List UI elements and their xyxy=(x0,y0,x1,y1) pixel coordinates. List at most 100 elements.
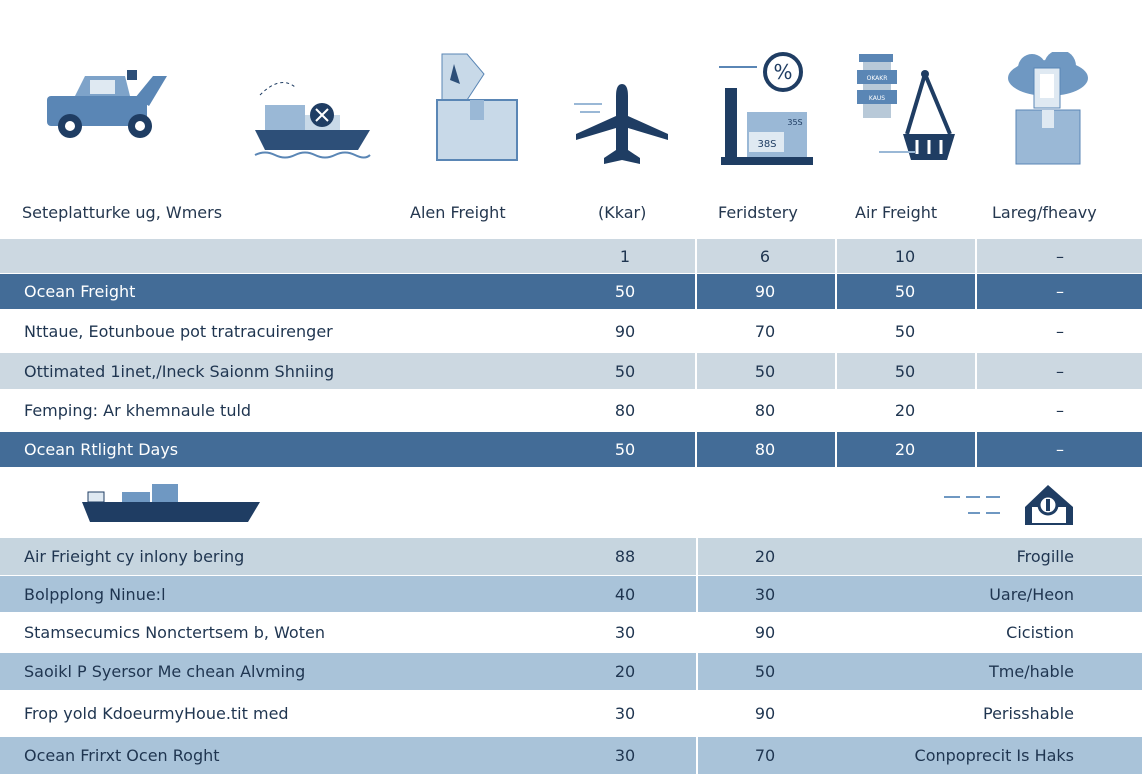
table-row: Ocean Freight 50 90 50 – xyxy=(0,274,1142,309)
row-value: 70 xyxy=(754,746,776,765)
table-row: Nttaue, Eotunboue pot tratracuirenger 90 7… xyxy=(0,310,1142,352)
row-note: Perisshable xyxy=(982,704,1074,723)
airplane-icon xyxy=(574,84,668,164)
column-divider xyxy=(975,353,977,389)
row-value: 6 xyxy=(759,246,771,266)
row-label: Saoikl P Syersor Me chean Alvming xyxy=(24,662,306,681)
row-value: 88 xyxy=(614,547,636,566)
svg-text:%: % xyxy=(773,60,792,84)
row-value: 90 xyxy=(754,282,776,301)
row-note: Uare/Heon xyxy=(989,584,1074,604)
column-divider xyxy=(835,432,837,467)
row-note: Frogille xyxy=(1016,547,1074,566)
row-value: 80 xyxy=(614,401,636,420)
row-value: 90 xyxy=(754,704,776,723)
row-value: 50 xyxy=(894,321,916,341)
column-divider xyxy=(975,390,977,431)
row-label: Frop yold KdoeurmyHoue.tit med xyxy=(24,704,289,723)
row-label: Bolpplong Ninue:l xyxy=(24,584,166,604)
row-value: 30 xyxy=(614,623,636,642)
row-value: 30 xyxy=(614,704,636,723)
header-label: Seteplatturke ug, Wmers xyxy=(22,203,223,222)
header-alen-freight: Alen Freight xyxy=(410,203,506,222)
row-value: 20 xyxy=(754,547,776,566)
column-divider xyxy=(695,310,697,352)
crane-basket-icon: OKAKR KAUS xyxy=(857,54,955,160)
row-value: 1 xyxy=(619,246,631,266)
cargo-ship-icon xyxy=(254,82,371,159)
column-divider xyxy=(696,691,698,736)
cloud-box-icon xyxy=(1008,52,1088,165)
row-value: – xyxy=(1056,321,1064,341)
row-value: 50 xyxy=(614,361,636,381)
header-feridstery: Feridstery xyxy=(718,203,798,222)
row-label: Air Frieight cy inlony bering xyxy=(24,547,245,566)
column-divider xyxy=(975,432,977,467)
row-value: 20 xyxy=(614,662,636,681)
header-unit: (Kkar) xyxy=(598,203,647,222)
row-label: Ocean Rtlight Days xyxy=(24,440,179,459)
table-row: Ocean Frirxt Ocen Roght 30 70 Conpoprecit I… xyxy=(0,737,1142,774)
row-label: Stamsecumics Nonctertsem b, Woten xyxy=(24,623,325,642)
column-divider xyxy=(695,353,697,389)
row-value: 10 xyxy=(894,246,916,266)
column-divider xyxy=(975,239,977,273)
row-value: 50 xyxy=(754,361,776,381)
row-value: 50 xyxy=(894,361,916,381)
table-row: Bolpplong Ninue:l 40 30 Uare/Heon xyxy=(0,576,1142,612)
column-divider xyxy=(835,239,837,273)
row-value: 50 xyxy=(614,282,636,301)
scale-label: 38S xyxy=(757,139,776,150)
scale-label: 35S xyxy=(787,118,802,127)
row-value: 30 xyxy=(754,584,776,604)
column-divider xyxy=(975,310,977,352)
row-value: 50 xyxy=(614,440,636,459)
column-divider xyxy=(835,274,837,309)
row-label: Ottimated 1inet,/Ineck Saionm Shniing xyxy=(24,361,335,381)
table-row: Saoikl P Syersor Me chean Alvming 20 50 Tme… xyxy=(0,653,1142,690)
column-divider xyxy=(696,576,698,612)
row-value: – xyxy=(1056,361,1064,381)
column-divider xyxy=(835,310,837,352)
svg-text:OKAKR: OKAKR xyxy=(867,75,888,82)
row-value: 90 xyxy=(614,321,636,341)
svg-text:KAUS: KAUS xyxy=(869,95,885,102)
column-divider xyxy=(696,653,698,690)
column-divider xyxy=(835,353,837,389)
table-row: Stamsecumics Nonctertsem b, Woten 30 90 Cic… xyxy=(0,613,1142,652)
table-row: Air Frieight cy inlony bering 88 20 Frogill… xyxy=(0,538,1142,575)
row-value: 80 xyxy=(754,440,776,459)
header-large-heavy: Lareg/fheavy xyxy=(992,203,1097,222)
row-value: 50 xyxy=(894,282,916,301)
row-value: – xyxy=(1056,401,1064,420)
row-value: 70 xyxy=(754,321,776,341)
column-divider xyxy=(975,274,977,309)
row-value: 20 xyxy=(894,440,916,459)
scale-percent-icon: % 38S 35S xyxy=(719,52,813,165)
column-divider xyxy=(695,432,697,467)
table-row: Ottimated 1inet,/Ineck Saionm Shniing 50 5… xyxy=(0,353,1142,389)
column-divider xyxy=(695,274,697,309)
row-value: – xyxy=(1056,282,1064,301)
container-ship-icon xyxy=(82,484,260,522)
row-label: Femping: Ar khemnaule tuld xyxy=(24,401,252,420)
row-label: Nttaue, Eotunboue pot tratracuirenger xyxy=(24,321,333,341)
row-note: Tme/hable xyxy=(989,662,1074,681)
column-divider xyxy=(696,613,698,652)
row-value: 20 xyxy=(894,401,916,420)
header-air-freight: Air Freight xyxy=(855,203,938,222)
row-value: 90 xyxy=(754,623,776,642)
table-row: 1 6 10 – xyxy=(0,239,1142,273)
table-row: Frop yold KdoeurmyHoue.tit med 30 90 Periss… xyxy=(0,691,1142,736)
table-row: Femping: Ar khemnaule tuld 80 80 20 – xyxy=(0,390,1142,431)
row-value: – xyxy=(1056,246,1064,266)
row-label: Ocean Freight xyxy=(24,282,136,301)
home-delivery-icon xyxy=(944,485,1073,525)
row-value: 30 xyxy=(614,746,636,765)
column-divider xyxy=(835,390,837,431)
column-divider xyxy=(696,538,698,575)
column-divider xyxy=(695,239,697,273)
table-row: Ocean Rtlight Days 50 80 20 – xyxy=(0,432,1142,467)
row-label: Ocean Frirxt Ocen Roght xyxy=(24,746,220,765)
row-value: – xyxy=(1056,440,1064,459)
